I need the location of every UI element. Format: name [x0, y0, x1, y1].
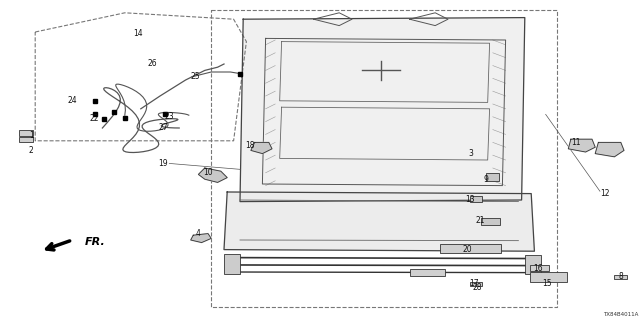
Bar — [530, 272, 567, 282]
Polygon shape — [224, 192, 534, 251]
Text: 14: 14 — [132, 29, 143, 38]
Text: 24: 24 — [67, 96, 77, 105]
Polygon shape — [595, 142, 624, 157]
Text: 25: 25 — [190, 72, 200, 81]
Polygon shape — [240, 18, 525, 202]
Text: 1: 1 — [29, 132, 35, 140]
Text: 22: 22 — [90, 114, 99, 123]
Bar — [410, 269, 445, 276]
Bar — [440, 244, 501, 253]
Bar — [486, 173, 499, 181]
Text: 10: 10 — [203, 168, 213, 177]
Text: 15: 15 — [542, 279, 552, 288]
Bar — [481, 218, 500, 225]
Text: 4: 4 — [196, 229, 201, 238]
Text: 8: 8 — [618, 272, 623, 281]
Text: 9: 9 — [484, 175, 489, 184]
Text: 17: 17 — [468, 279, 479, 288]
Text: 12: 12 — [600, 189, 609, 198]
Text: 23: 23 — [164, 112, 175, 121]
Polygon shape — [198, 168, 227, 182]
Text: 3: 3 — [468, 149, 473, 158]
Text: 19: 19 — [158, 159, 168, 168]
Bar — [470, 196, 482, 202]
Text: 21: 21 — [476, 216, 484, 225]
Text: FR.: FR. — [85, 236, 106, 247]
Bar — [19, 137, 33, 142]
Polygon shape — [251, 142, 272, 154]
Text: 28: 28 — [472, 284, 481, 292]
Bar — [530, 265, 549, 271]
Text: 11: 11 — [572, 138, 580, 147]
Text: 16: 16 — [532, 264, 543, 273]
Bar — [224, 254, 240, 274]
Bar — [525, 255, 541, 274]
Bar — [614, 275, 627, 279]
Text: 2: 2 — [28, 146, 33, 155]
Polygon shape — [191, 234, 211, 243]
Text: 27: 27 — [158, 124, 168, 132]
Text: 26: 26 — [147, 60, 157, 68]
Bar — [19, 130, 33, 136]
Bar — [470, 282, 482, 286]
Text: 20: 20 — [462, 245, 472, 254]
Text: 18: 18 — [245, 141, 254, 150]
Polygon shape — [568, 139, 595, 152]
Text: TX84B4011A: TX84B4011A — [604, 312, 639, 317]
Text: 13: 13 — [465, 196, 476, 204]
